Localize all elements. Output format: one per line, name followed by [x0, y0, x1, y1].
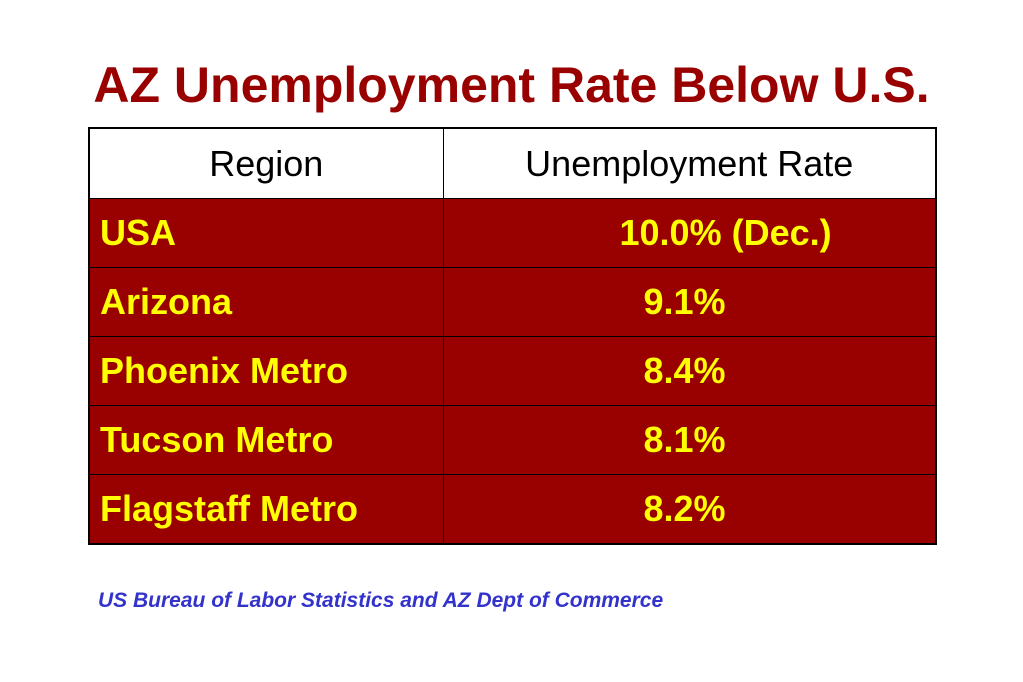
table-row: Arizona 9.1% [88, 267, 937, 337]
table-row: USA 10.0% (Dec.) [88, 198, 937, 268]
rate-cell: 10.0% (Dec.) [442, 198, 937, 268]
region-cell: Arizona [88, 267, 444, 337]
region-cell: USA [88, 198, 444, 268]
table-row: Phoenix Metro 8.4% [88, 336, 937, 406]
slide-title: AZ Unemployment Rate Below U.S. [93, 57, 930, 113]
header-unemployment-rate: Unemployment Rate [442, 127, 937, 199]
table-row: Tucson Metro 8.1% [88, 405, 937, 475]
table-row: Flagstaff Metro 8.2% [88, 474, 937, 545]
rate-cell: 8.2% [442, 474, 937, 545]
rate-cell: 9.1% [442, 267, 937, 337]
unemployment-table: Region Unemployment Rate USA 10.0% (Dec.… [88, 127, 937, 545]
region-cell: Phoenix Metro [88, 336, 444, 406]
table-header-row: Region Unemployment Rate [88, 127, 937, 199]
rate-cell: 8.1% [442, 405, 937, 475]
source-note: US Bureau of Labor Statistics and AZ Dep… [98, 589, 664, 612]
rate-cell: 8.4% [442, 336, 937, 406]
region-cell: Flagstaff Metro [88, 474, 444, 545]
region-cell: Tucson Metro [88, 405, 444, 475]
header-region: Region [88, 127, 444, 199]
